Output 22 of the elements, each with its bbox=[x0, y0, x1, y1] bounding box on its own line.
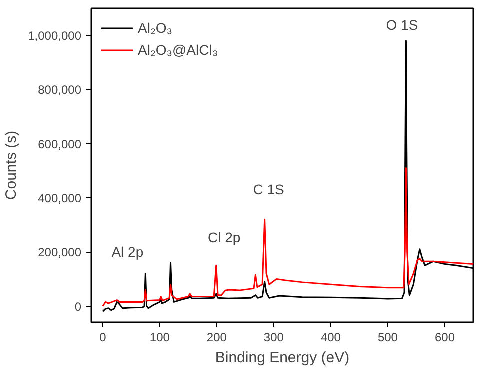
y-tick-label: 0 bbox=[74, 300, 82, 314]
y-tick-label: 800,000 bbox=[38, 83, 82, 98]
y-tick-label: 400,000 bbox=[38, 191, 82, 206]
legend-label: Al₂O₃ bbox=[138, 20, 172, 36]
annotation: C 1S bbox=[253, 182, 284, 198]
x-tick-label: 600 bbox=[434, 330, 456, 344]
y-tick-label: 600,000 bbox=[38, 137, 82, 152]
x-tick-label: 500 bbox=[378, 330, 398, 344]
x-axis-title: Binding Energy (eV) bbox=[215, 350, 350, 366]
y-axis-title: Counts (s) bbox=[3, 130, 20, 200]
x-tick-label: 300 bbox=[264, 330, 284, 344]
x-tick-label: 400 bbox=[320, 330, 342, 344]
y-tick-label: 200,000 bbox=[38, 246, 82, 260]
x-tick-label: 200 bbox=[206, 330, 228, 344]
annotation: O 1S bbox=[386, 16, 418, 33]
x-tick-label: 0 bbox=[100, 330, 107, 344]
annotation: Al 2p bbox=[112, 244, 144, 260]
legend-label: Al₂O₃@AlCl₃ bbox=[138, 42, 218, 58]
annotation: Cl 2p bbox=[208, 230, 241, 246]
x-tick-label: 100 bbox=[150, 330, 170, 344]
line-series bbox=[102, 167, 474, 308]
y-tick-label: 1,000,000 bbox=[28, 29, 82, 44]
